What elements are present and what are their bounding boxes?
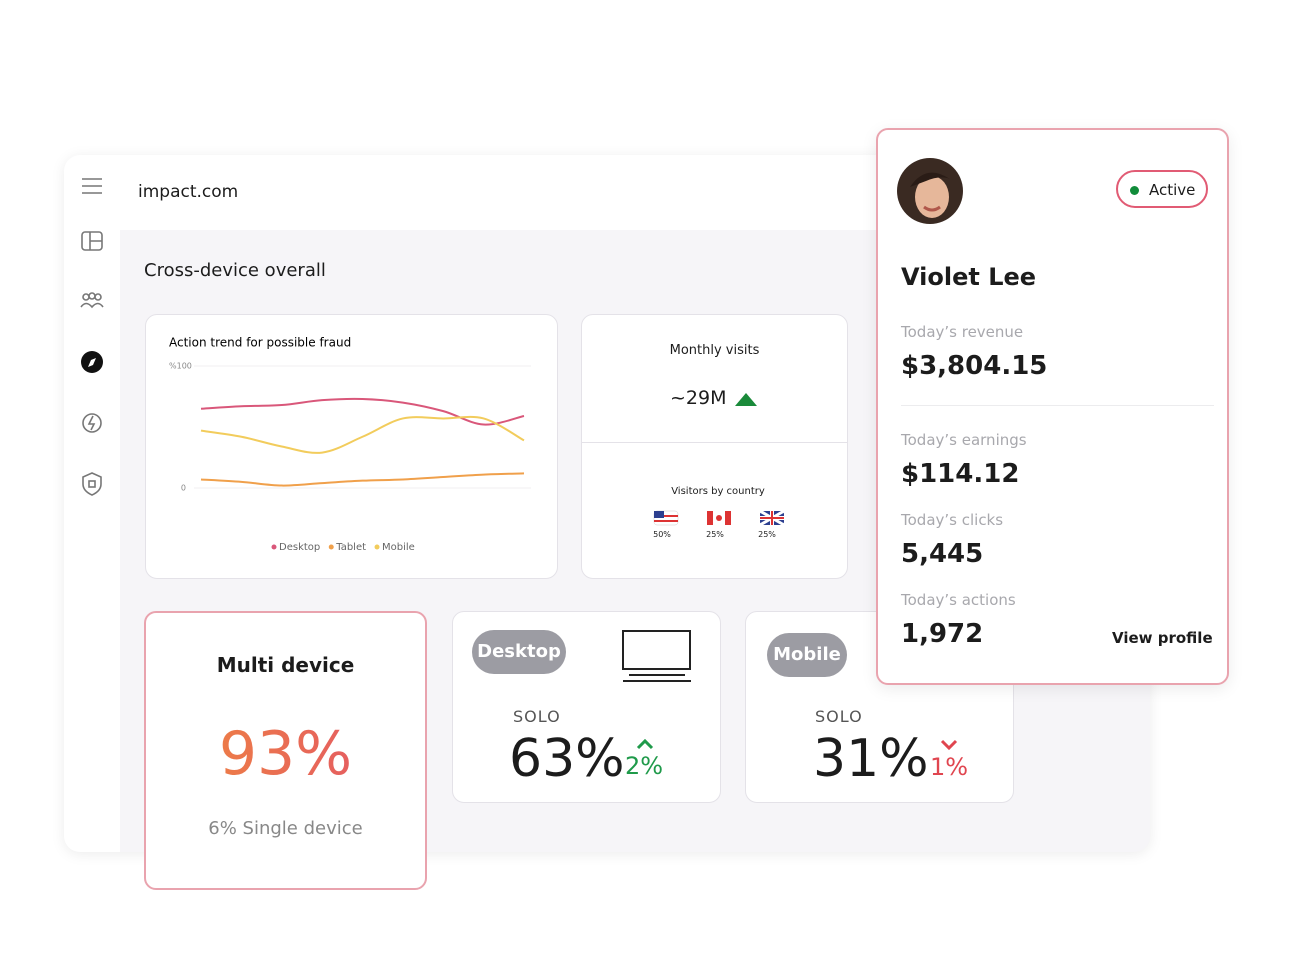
stat-value: $114.12 bbox=[901, 459, 1020, 489]
desktop-card: Desktop SOLO 63% 2% bbox=[452, 611, 721, 803]
stat-label: Today’s clicks bbox=[901, 511, 1004, 529]
avatar[interactable] bbox=[896, 157, 964, 225]
fraud-chart-card: Action trend for possible fraud 0 %100 Des… bbox=[145, 314, 558, 579]
site-name[interactable]: impact.com bbox=[138, 182, 239, 202]
stat-label: Today’s revenue bbox=[901, 323, 1024, 341]
multi-note: 6% Single device bbox=[208, 818, 363, 839]
monitor-icon bbox=[622, 630, 691, 682]
legend-label: Desktop bbox=[279, 542, 320, 553]
chart-title: Action trend for possible fraud bbox=[169, 336, 351, 350]
country-share: 25% bbox=[758, 530, 776, 539]
country-share: 25% bbox=[706, 530, 724, 539]
legend-label: Mobile bbox=[382, 542, 415, 553]
legend-dot bbox=[271, 544, 277, 550]
series-line bbox=[200, 415, 525, 454]
legend-dot bbox=[328, 544, 334, 550]
countries-title: Visitors by country bbox=[671, 486, 765, 497]
status-badge: Active bbox=[1116, 170, 1208, 208]
series-line bbox=[200, 472, 525, 487]
sidebar bbox=[64, 155, 120, 852]
up-arrow bbox=[735, 393, 757, 406]
device-value: 31% bbox=[813, 729, 929, 789]
view-profile-link[interactable]: View profile bbox=[1112, 629, 1213, 647]
status-text: Active bbox=[1149, 181, 1196, 199]
status-dot bbox=[1130, 186, 1139, 195]
profile-card: Active Violet Lee Today’s revenue $3,804… bbox=[876, 128, 1229, 685]
device-kind: SOLO bbox=[513, 707, 561, 726]
divider bbox=[582, 442, 847, 443]
profile-name: Violet Lee bbox=[901, 263, 1037, 291]
stat-label: Today’s actions bbox=[901, 591, 1016, 609]
sidebar-icons bbox=[80, 178, 104, 496]
trend-arrow bbox=[940, 739, 958, 751]
country-share: 50% bbox=[653, 530, 671, 539]
device-pill: Mobile bbox=[767, 633, 847, 677]
multi-title: Multi device bbox=[216, 653, 355, 677]
legend-dot bbox=[374, 544, 380, 550]
legend-label: Tablet bbox=[335, 542, 366, 553]
stat-value: 1,972 bbox=[901, 619, 984, 649]
y-tick-label: 0 bbox=[181, 484, 186, 493]
device-kind: SOLO bbox=[815, 707, 863, 726]
visits-title: Monthly visits bbox=[669, 343, 760, 358]
visits-card: Monthly visits ~29M Visitors by country … bbox=[581, 314, 848, 579]
flags bbox=[653, 509, 785, 527]
stat-value: $3,804.15 bbox=[901, 351, 1048, 381]
trend-arrow bbox=[636, 738, 654, 750]
stat-label: Today’s earnings bbox=[901, 431, 1027, 449]
device-value: 63% bbox=[509, 729, 625, 789]
visits-value: ~29M bbox=[670, 387, 727, 409]
multi-device-card: Multi device 93% 6% Single device bbox=[144, 611, 427, 890]
series-line bbox=[200, 397, 525, 426]
line-chart: Action trend for possible fraud 0 %100 Des… bbox=[169, 336, 531, 553]
y-tick-label: %100 bbox=[169, 362, 192, 371]
device-pill: Desktop bbox=[472, 630, 566, 674]
divider bbox=[901, 405, 1214, 406]
multi-value: 93% bbox=[146, 719, 425, 789]
device-change: 2% bbox=[625, 752, 664, 780]
device-change: 1% bbox=[930, 753, 969, 781]
section-title: Cross-device overall bbox=[144, 260, 326, 281]
stat-value: 5,445 bbox=[901, 539, 984, 569]
